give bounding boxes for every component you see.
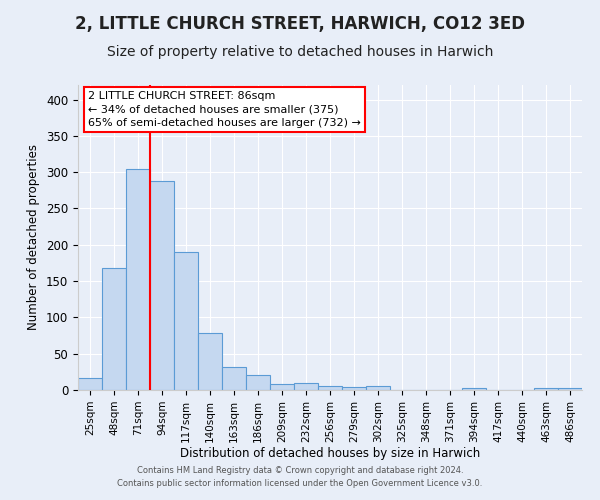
Text: Contains HM Land Registry data © Crown copyright and database right 2024.
Contai: Contains HM Land Registry data © Crown c… [118,466,482,487]
Bar [270,384,294,390]
Bar [174,252,198,390]
Text: Size of property relative to detached houses in Harwich: Size of property relative to detached ho… [107,45,493,59]
Y-axis label: Number of detached properties: Number of detached properties [28,144,40,330]
Bar [150,181,174,390]
Bar [342,387,366,390]
Bar [462,388,486,390]
Text: 2, LITTLE CHURCH STREET, HARWICH, CO12 3ED: 2, LITTLE CHURCH STREET, HARWICH, CO12 3… [75,15,525,33]
Bar [294,382,318,390]
Bar [558,388,582,390]
Bar [318,386,342,390]
Bar [102,268,126,390]
Bar [198,334,222,390]
X-axis label: Distribution of detached houses by size in Harwich: Distribution of detached houses by size … [180,448,480,460]
Bar [126,168,150,390]
Bar [366,386,390,390]
Bar [78,378,102,390]
Bar [222,367,246,390]
Bar [534,388,558,390]
Text: 2 LITTLE CHURCH STREET: 86sqm
← 34% of detached houses are smaller (375)
65% of : 2 LITTLE CHURCH STREET: 86sqm ← 34% of d… [88,91,361,128]
Bar [246,376,270,390]
